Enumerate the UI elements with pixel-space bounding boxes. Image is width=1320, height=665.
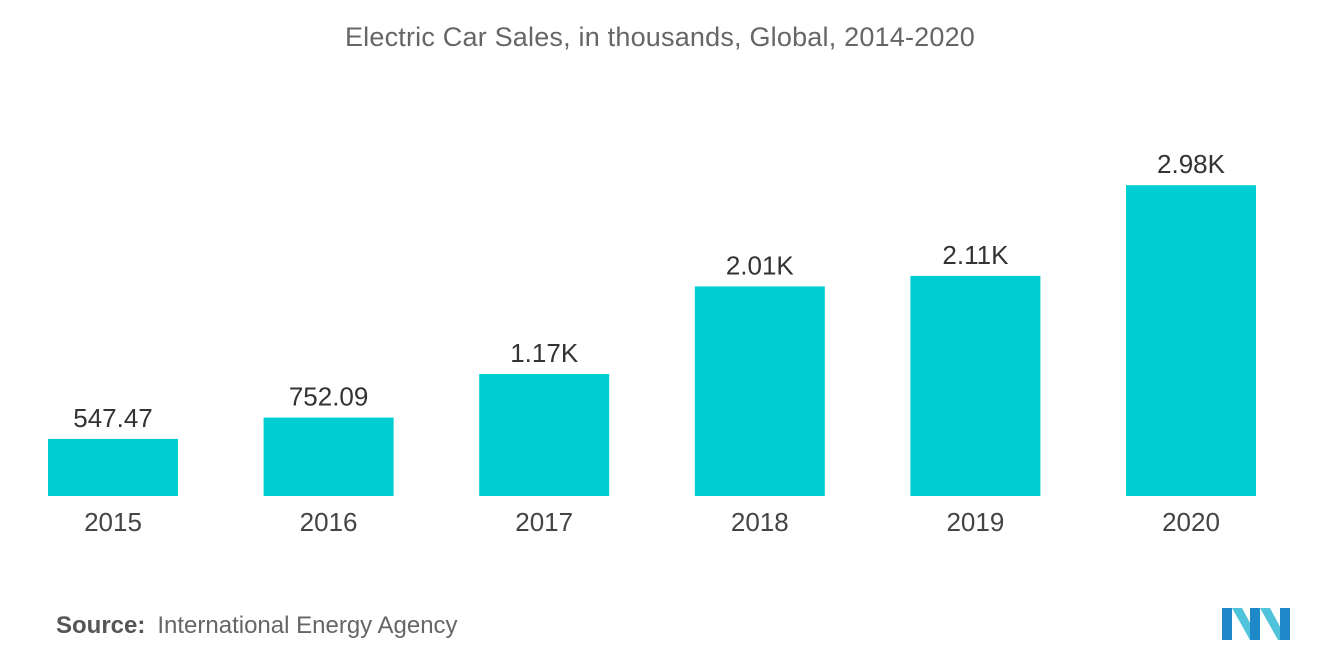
- source-note: Source: International Energy Agency: [56, 612, 458, 640]
- x-tick-label-2018: 2018: [731, 507, 789, 537]
- bar-2015: [48, 438, 178, 496]
- value-labels-layer: 547.47 752.09 1.17K 2.01K 2.11K 2.98K: [73, 149, 1225, 433]
- logo-middle-stroke: [1250, 608, 1260, 640]
- value-label-2015: 547.47: [73, 403, 153, 433]
- value-label-2016: 752.09: [289, 382, 369, 412]
- value-label-2017: 1.17K: [510, 338, 579, 368]
- logo-right-stroke: [1280, 608, 1290, 640]
- mordor-intelligence-logo-icon: [1222, 608, 1290, 640]
- value-label-2020: 2.98K: [1157, 149, 1226, 179]
- bars-layer: [48, 185, 1256, 496]
- bar-2020: [1126, 185, 1256, 496]
- value-label-2018: 2.01K: [726, 250, 795, 280]
- logo-left-stroke: [1222, 608, 1232, 640]
- bar-2017: [479, 374, 610, 496]
- chart-title: Electric Car Sales, in thousands, Global…: [344, 22, 976, 52]
- x-tick-labels-layer: 2015 2016 2017 2018 2019 2020: [84, 507, 1220, 537]
- bar-2016: [263, 417, 394, 496]
- x-tick-label-2016: 2016: [300, 507, 358, 537]
- source-text: International Energy Agency: [157, 612, 458, 639]
- x-tick-label-2017: 2017: [515, 507, 573, 537]
- logo-right-diagonal: [1260, 608, 1284, 640]
- bar-2019: [910, 275, 1041, 496]
- x-tick-label-2015: 2015: [84, 507, 142, 537]
- x-tick-label-2020: 2020: [1162, 507, 1220, 537]
- source-label: Source:: [56, 612, 146, 639]
- bar-2018: [694, 286, 825, 496]
- value-label-2019: 2.11K: [942, 240, 1009, 270]
- x-tick-label-2019: 2019: [946, 507, 1004, 537]
